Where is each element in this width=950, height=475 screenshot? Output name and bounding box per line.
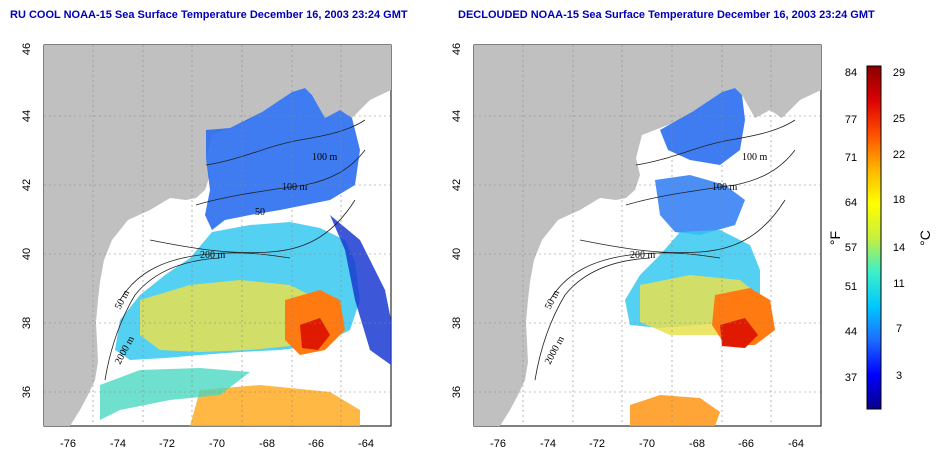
panel1-contour-label-4: 200 m	[200, 250, 226, 261]
colorbar-celsius-label: °C	[917, 230, 933, 246]
colorbar-f-tick: 77	[845, 114, 857, 126]
panel2-y-tick: 42	[451, 179, 463, 191]
colorbar-f-tick: 44	[845, 326, 857, 338]
panel1-map: 100 m 100 m 50 200 m 50 m 2000 m -76 -74…	[21, 43, 392, 450]
panel2-x-tick: -70	[639, 438, 655, 450]
colorbar-bar	[866, 65, 882, 410]
panel1-x-tick: -64	[358, 438, 374, 450]
panel1-y-tick: 44	[21, 110, 33, 122]
panel2-contour-label-1: 100 m	[742, 152, 768, 163]
panel2-contour-label-2: 100 m	[712, 182, 738, 193]
panel2-x-tick: -72	[589, 438, 605, 450]
panel2-x-tick: -76	[490, 438, 506, 450]
panel2-y-tick: 46	[451, 43, 463, 55]
colorbar-f-tick: 51	[845, 281, 857, 293]
panel2-y-tick: 36	[451, 386, 463, 398]
colorbar-c-tick: 14	[893, 242, 905, 254]
colorbar-fahrenheit-ticks: 84 77 71 64 57 51 44 37	[845, 67, 857, 384]
panel2-title: DECLOUDED NOAA-15 Sea Surface Temperatur…	[458, 9, 875, 21]
colorbar-c-tick: 22	[893, 149, 905, 161]
panel1-x-tick: -74	[110, 438, 126, 450]
colorbar-celsius-ticks: 29 25 22 18 14 11 7 3	[893, 67, 905, 382]
panel1-x-tick: -66	[308, 438, 324, 450]
panel1-nova-scotia	[342, 68, 391, 104]
colorbar: 84 77 71 64 57 51 44 37 29 25 22 18 14 1…	[827, 65, 933, 410]
panel2-x-ticks: -76 -74 -72 -70 -68 -66 -64	[490, 438, 804, 450]
panel2-y-tick: 40	[451, 248, 463, 260]
colorbar-c-tick: 7	[896, 323, 902, 335]
panel2-water-hotcore	[720, 318, 758, 348]
panel1-x-ticks: -76 -74 -72 -70 -68 -66 -64	[60, 438, 374, 450]
panel2-x-tick: -68	[689, 438, 705, 450]
colorbar-f-tick: 84	[845, 67, 857, 79]
panel2-x-tick: -66	[738, 438, 754, 450]
panel1-water-sw	[100, 368, 250, 420]
colorbar-c-tick: 3	[896, 370, 902, 382]
panel1-water-south	[190, 385, 360, 426]
panel2-contour-label-3: 200 m	[630, 250, 656, 261]
panel2-x-tick: -74	[540, 438, 556, 450]
panel2-y-tick: 44	[451, 110, 463, 122]
panel1-x-tick: -72	[159, 438, 175, 450]
panel1-land	[44, 45, 391, 426]
panel2-nova-scotia	[772, 68, 821, 104]
panel1-contour-label-1: 100 m	[312, 152, 338, 163]
colorbar-f-tick: 57	[845, 242, 857, 254]
panel2-contours	[534, 119, 796, 381]
panel1-y-ticks: 36 38 40 42 44 46	[21, 43, 33, 398]
colorbar-c-tick: 29	[893, 67, 905, 79]
panel1-title: RU COOL NOAA-15 Sea Surface Temperature …	[10, 9, 408, 21]
panel1-y-tick: 40	[21, 248, 33, 260]
panel2-gridlines	[474, 45, 821, 426]
panel2-water-mid	[655, 175, 745, 235]
colorbar-c-tick: 25	[893, 113, 905, 125]
panel1-x-tick: -76	[60, 438, 76, 450]
colorbar-c-tick: 11	[893, 278, 904, 290]
panel1-y-tick: 38	[21, 317, 33, 329]
panel2-water-north	[660, 88, 745, 165]
panel1-contour-label-3: 50	[255, 207, 265, 218]
colorbar-c-tick: 18	[893, 194, 905, 206]
panel1-water-warm	[140, 280, 330, 352]
panel1-contour-label-2: 100 m	[282, 182, 308, 193]
colorbar-f-tick: 64	[845, 197, 857, 209]
panel1-water-hotcore	[300, 318, 330, 350]
colorbar-fahrenheit-label: °F	[827, 231, 843, 245]
panel2-water-south	[630, 395, 720, 426]
panel2-map: 100 m 100 m 200 m 50 m 2000 m -76 -74 -7…	[451, 43, 822, 450]
panel1-y-tick: 36	[21, 386, 33, 398]
panel1-gridlines	[44, 45, 391, 426]
panel2-y-tick: 38	[451, 317, 463, 329]
panel1-x-tick: -70	[209, 438, 225, 450]
panel1-y-tick: 42	[21, 179, 33, 191]
panel1-x-tick: -68	[259, 438, 275, 450]
colorbar-f-tick: 71	[845, 152, 857, 164]
panel2-y-ticks: 36 38 40 42 44 46	[451, 43, 463, 398]
panel1-water-east	[330, 215, 391, 365]
panel1-y-tick: 46	[21, 43, 33, 55]
panel2-x-tick: -64	[788, 438, 804, 450]
panel2-land	[474, 45, 821, 426]
colorbar-f-tick: 37	[845, 372, 857, 384]
